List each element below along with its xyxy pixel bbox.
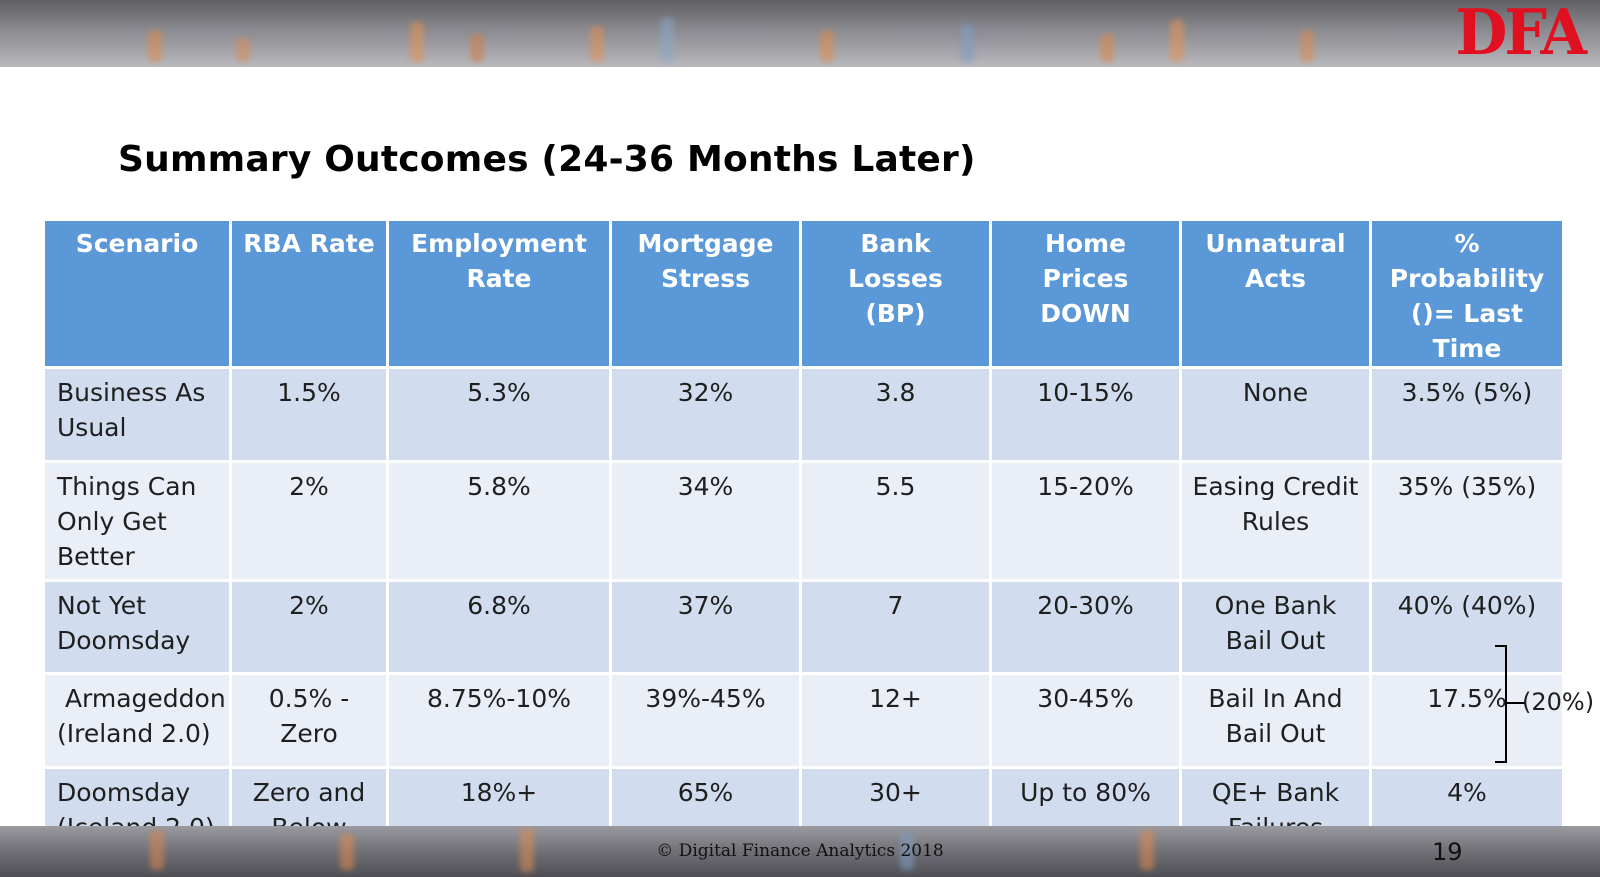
banner-decoration: [820, 30, 834, 62]
rba-rate-cell: 2%: [229, 579, 389, 675]
bracket-tick: [1507, 702, 1525, 704]
column-header-bank-losses: Bank Losses (BP): [799, 218, 992, 369]
table-row: Business As Usual 1.5% 5.3% 32% 3.8 10-15…: [42, 366, 1565, 463]
column-header-mortgage-stress: Mortgage Stress: [609, 218, 802, 369]
mortgage-stress-cell: 39%-45%: [609, 672, 802, 769]
combined-probability-label: (20%): [1522, 688, 1595, 716]
banner-decoration: [1300, 30, 1314, 62]
column-header-scenario: Scenario: [42, 218, 232, 369]
bank-losses-cell: 3.8: [799, 366, 992, 463]
footer-copyright: © Digital Finance Analytics 2018: [656, 841, 944, 861]
banner-decoration: [520, 828, 534, 872]
column-header-home-prices: Home Prices DOWN: [989, 218, 1182, 369]
home-prices-cell: 30-45%: [989, 672, 1182, 769]
unnatural-acts-cell: Easing Credit Rules: [1179, 460, 1372, 582]
page-number: 19: [1432, 838, 1463, 866]
banner-decoration: [590, 26, 604, 62]
banner-decoration: [1140, 830, 1154, 870]
table-row: Armageddon (Ireland 2.0) 0.5% - Zero 8.75%…: [42, 672, 1565, 769]
column-header-probability: % Probability ()= Last Time: [1369, 218, 1565, 369]
table-row: Things Can Only Get Better 2% 5.8% 34% 5.5…: [42, 460, 1565, 582]
banner-decoration: [900, 832, 914, 870]
table-header-row: Scenario RBA Rate Employment Rate Mortgag…: [42, 218, 1565, 369]
bank-losses-cell: 7: [799, 579, 992, 675]
probability-cell: 35% (35%): [1369, 460, 1565, 582]
home-prices-cell: 10-15%: [989, 366, 1182, 463]
slide-title: Summary Outcomes (24-36 Months Later): [118, 139, 976, 180]
bank-losses-cell: 5.5: [799, 460, 992, 582]
scenario-cell: Business As Usual: [42, 366, 232, 463]
top-banner: DFA: [0, 0, 1600, 67]
banner-decoration: [150, 830, 164, 870]
column-header-employment-rate: Employment Rate: [386, 218, 612, 369]
home-prices-cell: 20-30%: [989, 579, 1182, 675]
employment-rate-cell: 5.3%: [386, 366, 612, 463]
rba-rate-cell: 1.5%: [229, 366, 389, 463]
probability-cell: 17.5%: [1369, 672, 1565, 769]
employment-rate-cell: 8.75%-10%: [386, 672, 612, 769]
column-header-rba-rate: RBA Rate: [229, 218, 389, 369]
banner-decoration: [1170, 20, 1184, 62]
scenario-cell: Armageddon (Ireland 2.0): [42, 672, 232, 769]
dfa-logo: DFA: [1455, 0, 1587, 67]
bracket-icon: [1495, 645, 1507, 763]
banner-decoration: [960, 24, 974, 62]
rba-rate-cell: 2%: [229, 460, 389, 582]
unnatural-acts-cell: Bail In And Bail Out: [1179, 672, 1372, 769]
bank-losses-cell: 12+: [799, 672, 992, 769]
employment-rate-cell: 5.8%: [386, 460, 612, 582]
summary-outcomes-table: Scenario RBA Rate Employment Rate Mortgag…: [42, 218, 1565, 863]
banner-decoration: [236, 38, 250, 62]
probability-cell: 40% (40%): [1369, 579, 1565, 675]
rba-rate-cell: 0.5% - Zero: [229, 672, 389, 769]
home-prices-cell: 15-20%: [989, 460, 1182, 582]
mortgage-stress-cell: 34%: [609, 460, 802, 582]
scenario-cell: Not Yet Doomsday: [42, 579, 232, 675]
banner-decoration: [410, 22, 424, 62]
unnatural-acts-cell: None: [1179, 366, 1372, 463]
banner-decoration: [1100, 34, 1114, 62]
mortgage-stress-cell: 32%: [609, 366, 802, 463]
table-row: Not Yet Doomsday 2% 6.8% 37% 7 20-30% One…: [42, 579, 1565, 675]
bottom-banner: [0, 826, 1600, 877]
mortgage-stress-cell: 37%: [609, 579, 802, 675]
banner-decoration: [660, 18, 674, 62]
banner-decoration: [340, 834, 354, 870]
unnatural-acts-cell: One Bank Bail Out: [1179, 579, 1372, 675]
employment-rate-cell: 6.8%: [386, 579, 612, 675]
banner-decoration: [470, 34, 484, 62]
scenario-cell: Things Can Only Get Better: [42, 460, 232, 582]
banner-decoration: [148, 30, 162, 62]
probability-cell: 3.5% (5%): [1369, 366, 1565, 463]
column-header-unnatural-acts: Unnatural Acts: [1179, 218, 1372, 369]
